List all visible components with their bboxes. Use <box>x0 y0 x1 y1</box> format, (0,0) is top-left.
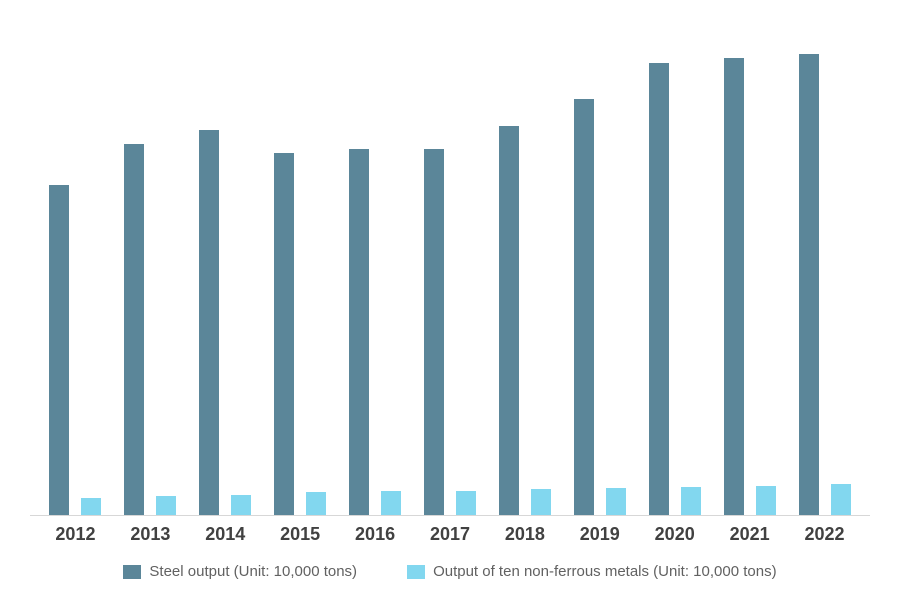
bar-group <box>637 40 712 515</box>
bar-group <box>38 40 113 515</box>
x-tick-label: 2022 <box>787 524 862 545</box>
x-tick-label: 2020 <box>637 524 712 545</box>
bar <box>831 484 851 515</box>
x-tick-label: 2017 <box>413 524 488 545</box>
bar <box>231 495 251 515</box>
bar-group <box>263 40 338 515</box>
bar <box>574 99 594 515</box>
bar <box>681 487 701 515</box>
bar <box>531 489 551 515</box>
bar-group <box>712 40 787 515</box>
bar-group <box>188 40 263 515</box>
x-tick-label: 2014 <box>188 524 263 545</box>
bar <box>756 486 776 515</box>
x-tick-label: 2016 <box>338 524 413 545</box>
bar-group <box>787 40 862 515</box>
legend-item: Steel output (Unit: 10,000 tons) <box>123 563 357 580</box>
legend-item: Output of ten non-ferrous metals (Unit: … <box>407 563 777 580</box>
x-tick-label: 2018 <box>487 524 562 545</box>
bar <box>156 496 176 515</box>
bar <box>799 54 819 515</box>
bar <box>274 153 294 515</box>
legend: Steel output (Unit: 10,000 tons) Output o… <box>30 545 870 580</box>
x-axis: 2012201320142015201620172018201920202021… <box>30 516 870 545</box>
legend-label: Output of ten non-ferrous metals (Unit: … <box>433 563 777 580</box>
x-tick-label: 2021 <box>712 524 787 545</box>
bar <box>306 492 326 515</box>
x-tick-label: 2015 <box>263 524 338 545</box>
bar-group <box>562 40 637 515</box>
bar-group <box>113 40 188 515</box>
bar <box>424 149 444 515</box>
bar <box>381 491 401 515</box>
bar <box>456 491 476 515</box>
legend-swatch <box>407 565 425 579</box>
legend-swatch <box>123 565 141 579</box>
bar <box>349 149 369 515</box>
bar <box>49 185 69 515</box>
bar-group <box>413 40 488 515</box>
bar-group <box>338 40 413 515</box>
bar <box>81 498 101 515</box>
bar <box>124 144 144 515</box>
bar-group <box>487 40 562 515</box>
bar <box>606 488 626 515</box>
bar <box>499 126 519 515</box>
plot-area <box>30 40 870 516</box>
x-tick-label: 2019 <box>562 524 637 545</box>
x-tick-label: 2012 <box>38 524 113 545</box>
bar <box>199 130 219 515</box>
x-tick-label: 2013 <box>113 524 188 545</box>
legend-label: Steel output (Unit: 10,000 tons) <box>149 563 357 580</box>
bar <box>724 58 744 515</box>
output-chart: 2012201320142015201620172018201920202021… <box>0 0 900 600</box>
bar <box>649 63 669 515</box>
